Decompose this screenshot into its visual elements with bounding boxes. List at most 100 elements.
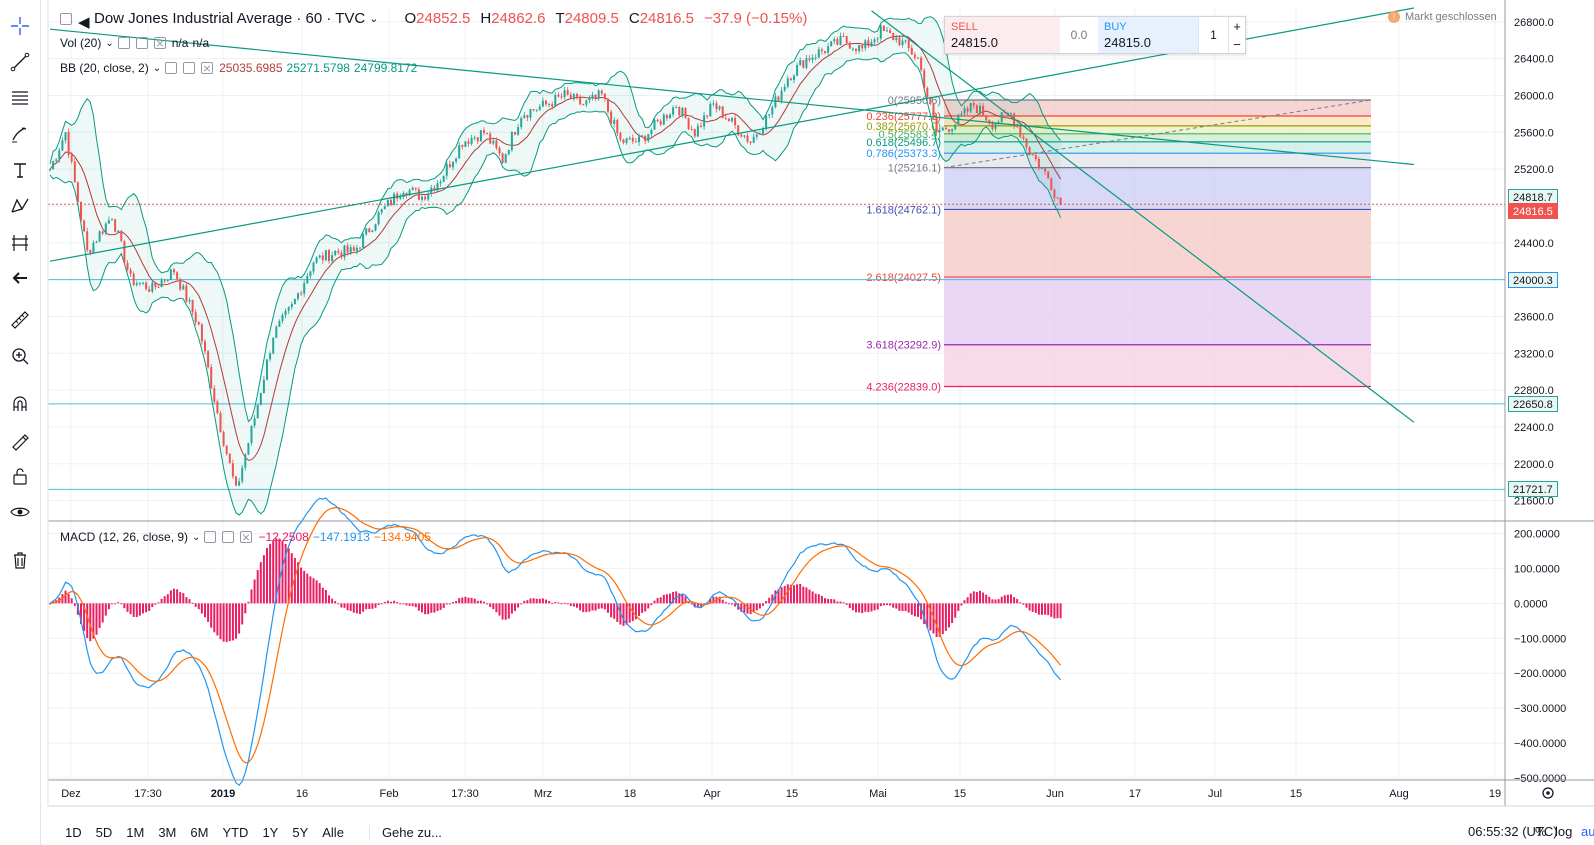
eye-toggle-icon[interactable] (117, 37, 130, 49)
market-status[interactable]: ! Markt geschlossen (1388, 11, 1497, 23)
macd-histogram-bar (997, 599, 1000, 604)
brush-icon[interactable] (4, 120, 36, 148)
fib-level-label: 0.786(25373.3) (866, 148, 941, 160)
clock-readout[interactable]: 06:55:32 (UTC) (1468, 824, 1558, 839)
candle-body (972, 103, 975, 106)
sell-button[interactable]: SELL 24815.0 (945, 17, 1060, 53)
macd-histogram-bar (616, 603, 619, 622)
range-button-1m[interactable]: 1M (126, 824, 145, 840)
macd-histogram-bar (579, 603, 582, 611)
bb-label[interactable]: BB (20, close, 2) (60, 61, 149, 75)
settings-icon[interactable] (222, 531, 235, 543)
unlock-icon[interactable] (4, 462, 36, 490)
macd-histogram-bar (647, 603, 650, 609)
text-icon[interactable] (4, 156, 36, 184)
remove-icon[interactable] (153, 37, 166, 49)
prediction-icon[interactable] (4, 228, 36, 256)
fib-lines-icon[interactable] (4, 84, 36, 112)
candle-body (132, 273, 135, 285)
macd-histogram-bar (402, 603, 405, 605)
macd-histogram-bar (672, 591, 675, 604)
eye-toggle-icon[interactable] (204, 531, 217, 543)
crosshair-icon[interactable] (4, 12, 36, 40)
candle-body (368, 228, 371, 233)
remove-icon[interactable] (201, 62, 214, 74)
candle-body (244, 454, 247, 468)
volume-label[interactable]: Vol (20) (60, 36, 102, 50)
settings-icon[interactable] (183, 62, 196, 74)
lock-drawing-icon[interactable] (4, 426, 36, 454)
minus-button[interactable]: − (1233, 36, 1241, 52)
candle-body (514, 131, 516, 135)
remove-icon[interactable] (240, 531, 253, 543)
range-button-3m[interactable]: 3M (158, 824, 177, 840)
pattern-icon[interactable] (4, 192, 36, 220)
trade-panel: SELL 24815.0 0.0 BUY 24815.0 1 + − (944, 16, 1246, 54)
candle-body (380, 209, 383, 213)
macd-histogram-bar (408, 603, 411, 606)
candle-body (901, 40, 904, 45)
candle-body (520, 117, 523, 128)
range-button-5y[interactable]: 5Y (292, 824, 309, 840)
fib-zone (944, 153, 1371, 168)
volume-ma-value: n/a (192, 36, 210, 50)
bb-upper-line (49, 16, 1061, 423)
macd-histogram-bar (107, 603, 110, 610)
range-button-1d[interactable]: 1D (65, 824, 82, 840)
fib-zone (944, 167, 1371, 210)
range-button-6m[interactable]: 6M (190, 824, 209, 840)
candle-body (253, 418, 256, 426)
ohlc-open: O24852.5 (404, 10, 471, 27)
percent-button[interactable]: % (1535, 824, 1547, 839)
candle-body (70, 154, 73, 162)
macd-histogram-bar (334, 601, 337, 604)
symbol-title[interactable]: Dow Jones Industrial Average · 60 · TVC (94, 10, 366, 27)
candle-body (867, 40, 870, 47)
ruler-icon[interactable] (4, 306, 36, 334)
macd-label[interactable]: MACD (12, 26, close, 9) (60, 530, 189, 544)
magnet-icon[interactable] (4, 390, 36, 418)
eye-icon[interactable] (4, 498, 36, 526)
trash-icon[interactable] (4, 546, 36, 574)
macd-histogram-bar (123, 603, 126, 609)
macd-histogram-bar (135, 603, 138, 617)
trendline-icon[interactable] (4, 48, 36, 76)
back-arrow-icon[interactable] (4, 264, 36, 292)
price-tag: 24816.5 (1508, 203, 1558, 220)
range-button-ytd[interactable]: YTD (222, 824, 249, 840)
candle-body (789, 78, 792, 81)
macd-histogram-bar (92, 603, 95, 639)
fib-zone (944, 277, 1371, 345)
plus-button[interactable]: + (1233, 18, 1241, 34)
candle-body (979, 105, 981, 114)
log-button[interactable]: log (1555, 824, 1573, 839)
buy-button[interactable]: BUY 24815.0 (1098, 17, 1198, 53)
macd-histogram-bar (49, 603, 51, 605)
candle-body (929, 96, 932, 104)
candle-body (61, 140, 64, 151)
range-button-1y[interactable]: 1Y (262, 824, 279, 840)
settings-icon[interactable] (135, 37, 148, 49)
chevron-down-icon[interactable]: ⌄ (152, 62, 162, 74)
zoom-icon[interactable] (4, 342, 36, 370)
collapse-icon[interactable] (60, 12, 72, 25)
chevron-down-icon[interactable]: ⌄ (192, 531, 201, 543)
candle-body (219, 413, 222, 433)
range-button-alle[interactable]: Alle (322, 824, 344, 840)
candle-body (898, 37, 901, 45)
macd-tick-label: −300.0000 (1514, 703, 1566, 715)
range-button-5d[interactable]: 5D (95, 824, 113, 840)
candle-body (55, 159, 58, 161)
chevron-down-icon[interactable]: ⌄ (369, 13, 379, 25)
auto-button[interactable]: auto (1581, 824, 1594, 839)
macd-tick-label: 200.0000 (1514, 528, 1560, 540)
quantity-field[interactable]: 1 (1198, 17, 1228, 53)
chevron-down-icon[interactable]: ⌄ (105, 37, 114, 49)
macd-histogram-bar (545, 599, 547, 604)
macd-hist-value: −12.2508 (258, 530, 309, 544)
arrow-left-icon[interactable]: ◀ (78, 13, 90, 31)
eye-toggle-icon[interactable] (165, 62, 178, 74)
goto-button[interactable]: Gehe zu... (368, 824, 442, 840)
candle-body (154, 282, 157, 287)
